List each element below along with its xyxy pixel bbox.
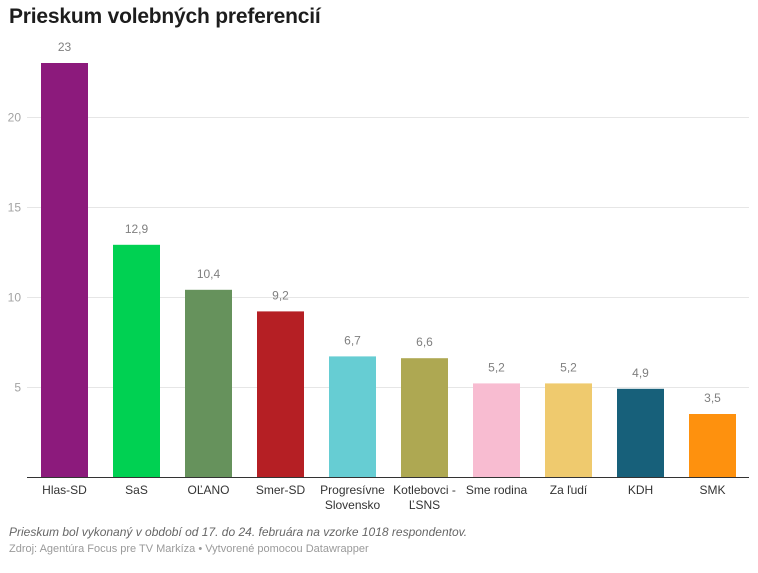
y-tick-label: 5 [14, 381, 21, 395]
x-tick-label: OĽANO [187, 483, 229, 497]
x-tick-label: KDH [628, 483, 653, 497]
bar [113, 244, 160, 477]
x-tick-label: Kotlebovci -ĽSNS [393, 483, 456, 512]
value-label: 3,5 [704, 391, 721, 405]
bar [473, 383, 520, 477]
y-tick-label: 15 [8, 201, 22, 215]
value-label: 4,9 [632, 366, 649, 380]
y-tick-label: 10 [8, 291, 22, 305]
chart-source: Zdroj: Agentúra Focus pre TV Markíza • V… [9, 543, 369, 555]
x-tick-label: Smer-SD [256, 483, 306, 497]
bar [401, 358, 448, 477]
bars [41, 63, 736, 477]
value-label: 9,2 [272, 288, 289, 302]
x-tick-label: SaS [125, 483, 148, 497]
x-tick-label: Za ľudí [550, 483, 588, 497]
value-label: 5,2 [488, 360, 505, 374]
x-tick-label: Progresívne Slovensko [320, 483, 385, 512]
value-label: 6,6 [416, 335, 433, 349]
value-label: 23 [58, 40, 72, 54]
x-tick-label: Sme rodina [466, 483, 528, 497]
x-tick-label: Hlas-SD [42, 483, 87, 497]
labels: 5 10 15 20 23 Hlas-SD 12,9 SaS 10,4 OĽANO 9,2 Smer-… [8, 40, 726, 512]
value-label: 12,9 [125, 222, 149, 236]
bar [41, 63, 88, 477]
bar [545, 383, 592, 477]
bar [617, 388, 664, 477]
value-label: 5,2 [560, 360, 577, 374]
bar [689, 414, 736, 477]
bar [185, 289, 232, 477]
value-label: 6,7 [344, 333, 361, 347]
y-tick-label: 20 [8, 111, 22, 125]
bar [329, 356, 376, 477]
bar [257, 311, 304, 477]
value-label: 10,4 [197, 267, 221, 281]
chart-notes: Prieskum bol vykonaný v období od 17. do… [9, 525, 468, 539]
chart-title: Prieskum volebných preferencií [9, 5, 321, 28]
x-tick-label: SMK [699, 483, 725, 497]
